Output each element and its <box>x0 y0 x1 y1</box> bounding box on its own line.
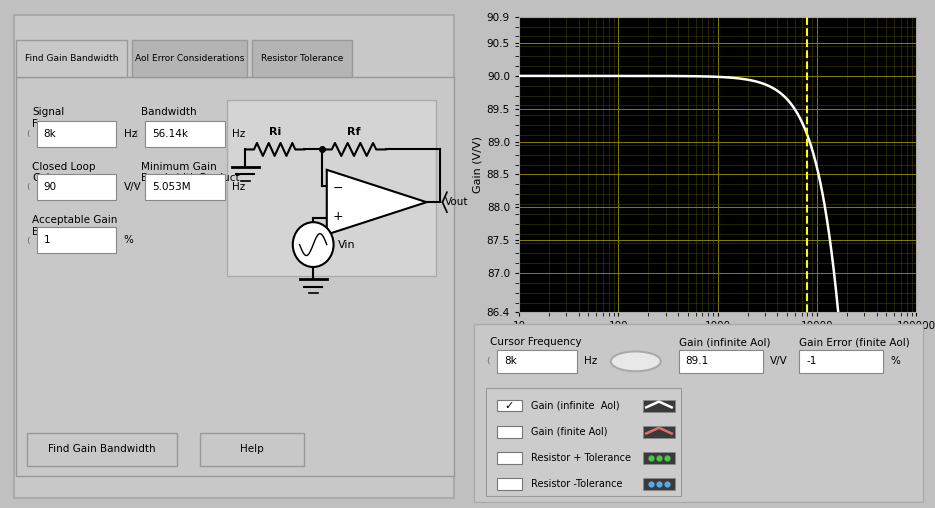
FancyBboxPatch shape <box>497 400 522 411</box>
FancyBboxPatch shape <box>474 324 924 502</box>
Text: Hz: Hz <box>233 182 246 193</box>
Text: V/V: V/V <box>123 182 141 193</box>
FancyBboxPatch shape <box>642 426 675 438</box>
Text: Signal
Frequency: Signal Frequency <box>32 107 86 129</box>
Text: 1: 1 <box>43 235 50 245</box>
Text: Ri: Ri <box>268 127 280 137</box>
FancyBboxPatch shape <box>642 400 675 412</box>
Text: Rf: Rf <box>347 127 361 137</box>
Text: Find Gain Bandwidth: Find Gain Bandwidth <box>25 54 119 63</box>
Text: Bandwidth: Bandwidth <box>141 107 196 117</box>
Polygon shape <box>327 170 426 235</box>
FancyBboxPatch shape <box>36 227 116 253</box>
FancyBboxPatch shape <box>642 478 675 490</box>
Text: Hz: Hz <box>123 129 137 139</box>
FancyBboxPatch shape <box>497 478 522 490</box>
Text: -1: -1 <box>806 356 816 366</box>
Circle shape <box>293 222 334 267</box>
Text: ⟨: ⟨ <box>26 236 29 244</box>
Text: Cursor Frequency: Cursor Frequency <box>490 337 582 347</box>
FancyBboxPatch shape <box>252 40 352 77</box>
Text: 89.1: 89.1 <box>685 356 709 366</box>
Text: Gain (infinite  Aol): Gain (infinite Aol) <box>531 400 620 410</box>
FancyBboxPatch shape <box>27 433 177 465</box>
Text: 8k: 8k <box>43 129 56 139</box>
FancyBboxPatch shape <box>36 174 116 200</box>
X-axis label: Frequency (Hz): Frequency (Hz) <box>675 336 760 345</box>
FancyBboxPatch shape <box>14 15 453 498</box>
FancyBboxPatch shape <box>497 426 522 437</box>
FancyBboxPatch shape <box>146 121 224 147</box>
Text: Vout: Vout <box>445 197 468 207</box>
FancyBboxPatch shape <box>146 174 224 200</box>
Text: Hz: Hz <box>233 129 246 139</box>
Text: Help: Help <box>240 444 264 454</box>
Text: Find Gain Bandwidth: Find Gain Bandwidth <box>49 444 156 454</box>
Text: Aol Error Considerations: Aol Error Considerations <box>135 54 244 63</box>
Circle shape <box>611 352 661 371</box>
FancyBboxPatch shape <box>497 350 577 373</box>
FancyBboxPatch shape <box>642 452 675 464</box>
Text: ⟨: ⟨ <box>135 182 138 192</box>
Text: V/V: V/V <box>770 356 787 366</box>
Text: Gain (finite Aol): Gain (finite Aol) <box>531 427 608 437</box>
Text: Resistor Tolerance: Resistor Tolerance <box>261 54 343 63</box>
Text: %: % <box>890 356 900 366</box>
Text: 56.14k: 56.14k <box>152 129 188 139</box>
Text: Hz: Hz <box>583 356 597 366</box>
FancyBboxPatch shape <box>200 433 304 465</box>
Text: Acceptable Gain
Error: Acceptable Gain Error <box>32 215 118 237</box>
FancyBboxPatch shape <box>16 77 453 475</box>
FancyBboxPatch shape <box>679 350 763 373</box>
Text: +: + <box>332 210 343 223</box>
FancyBboxPatch shape <box>486 388 682 496</box>
Text: Gain (infinite Aol): Gain (infinite Aol) <box>679 337 770 347</box>
Text: ✓: ✓ <box>505 400 514 410</box>
Text: Minimum Gain
Bandwidth Product: Minimum Gain Bandwidth Product <box>141 162 239 183</box>
Text: 90: 90 <box>43 182 56 193</box>
FancyBboxPatch shape <box>799 350 884 373</box>
FancyBboxPatch shape <box>227 100 436 276</box>
Text: Vin: Vin <box>338 240 355 249</box>
FancyBboxPatch shape <box>132 40 248 77</box>
Text: ⟨: ⟨ <box>135 129 138 138</box>
Text: ⟨: ⟨ <box>486 356 490 365</box>
FancyBboxPatch shape <box>497 452 522 464</box>
Text: Resistor -Tolerance: Resistor -Tolerance <box>531 479 623 489</box>
Text: ⟨: ⟨ <box>26 182 29 192</box>
Text: −: − <box>332 181 343 195</box>
Y-axis label: Gain (V/V): Gain (V/V) <box>472 136 482 193</box>
Text: 5.053M: 5.053M <box>152 182 191 193</box>
FancyBboxPatch shape <box>16 40 127 77</box>
Text: 8k: 8k <box>504 356 517 366</box>
Text: Resistor + Tolerance: Resistor + Tolerance <box>531 453 631 463</box>
Text: Gain Error (finite Aol): Gain Error (finite Aol) <box>799 337 910 347</box>
Text: ⟨: ⟨ <box>26 129 29 138</box>
Text: Closed Loop
Gain: Closed Loop Gain <box>32 162 95 183</box>
Text: %: % <box>123 235 134 245</box>
FancyBboxPatch shape <box>36 121 116 147</box>
